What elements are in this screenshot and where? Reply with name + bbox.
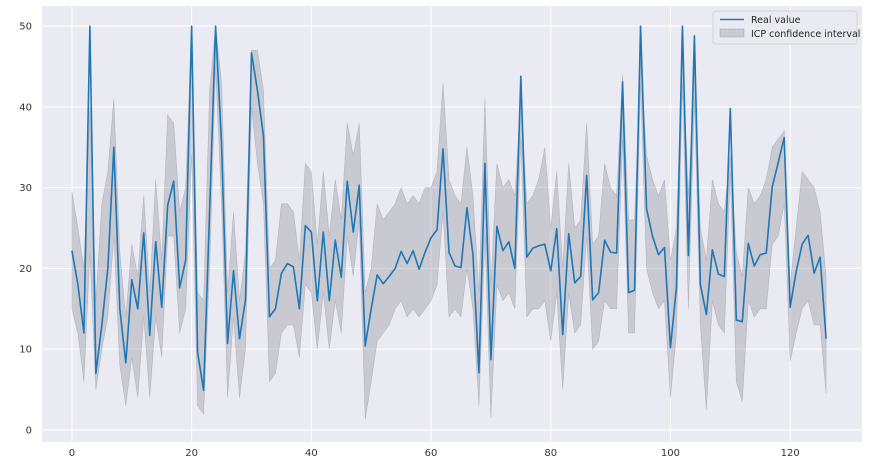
- real-value-series: [71, 25, 827, 392]
- y-tick-label: 10: [19, 345, 32, 356]
- y-tick-label: 40: [19, 102, 32, 113]
- x-tick-label: 0: [69, 448, 75, 459]
- plot-background: [42, 6, 862, 442]
- legend-box: [712, 10, 858, 45]
- y-tick-label: 50: [19, 22, 32, 33]
- y-tick-label: 20: [19, 264, 32, 275]
- x-axis-ticks: 0 20 40 60 80 100 120: [69, 448, 800, 459]
- legend: Real value ICP confidence interval: [712, 10, 860, 45]
- x-tick-label: 40: [305, 448, 318, 459]
- x-tick-label: 80: [544, 448, 557, 459]
- confidence-band: [71, 26, 827, 420]
- legend-label-icp-interval: ICP confidence interval: [751, 29, 860, 40]
- x-tick-label: 20: [185, 448, 198, 459]
- legend-label-real-value: Real value: [751, 15, 801, 26]
- y-tick-label: 0: [26, 425, 32, 436]
- confidence-band-area: [71, 26, 827, 420]
- y-tick-label: 30: [19, 183, 32, 194]
- legend-band-swatch: [719, 28, 745, 38]
- x-tick-label: 120: [781, 448, 800, 459]
- real-value-line: [71, 25, 827, 392]
- y-axis-ticks: 0 10 20 30 40 50: [19, 22, 32, 437]
- x-tick-label: 60: [425, 448, 438, 459]
- x-tick-label: 100: [661, 448, 680, 459]
